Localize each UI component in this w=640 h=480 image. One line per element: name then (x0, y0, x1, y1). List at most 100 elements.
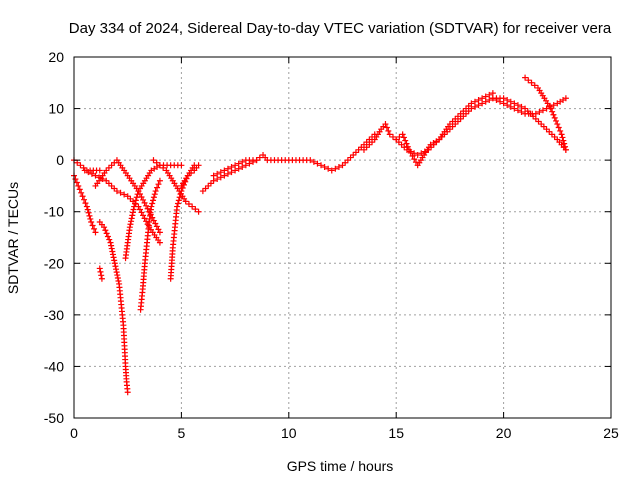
data-point (221, 172, 228, 179)
data-point (407, 148, 414, 155)
data-point (150, 197, 157, 204)
data-point (489, 90, 496, 97)
x-axis-label: GPS time / hours (287, 458, 394, 474)
data-point (386, 131, 393, 138)
data-point (221, 167, 228, 174)
data-point (115, 277, 122, 284)
data-point (97, 268, 104, 275)
data-point (155, 181, 162, 188)
data-point (153, 159, 160, 166)
series-arc-15 (393, 90, 496, 158)
data-point (504, 102, 511, 109)
data-point (321, 164, 328, 171)
data-point (210, 177, 217, 184)
data-point (91, 225, 98, 232)
data-point (75, 182, 82, 189)
data-point (78, 189, 85, 196)
data-point (127, 221, 134, 228)
data-point (562, 143, 569, 150)
series-arc-4 (96, 265, 105, 282)
data-point (507, 103, 514, 110)
data-point (514, 107, 521, 114)
data-point (235, 160, 242, 167)
data-point (500, 100, 507, 107)
data-point (106, 236, 113, 243)
chart-title: Day 334 of 2024, Sidereal Day-to-day VTE… (69, 20, 612, 37)
data-point (178, 162, 185, 169)
data-point (72, 176, 79, 183)
data-point (111, 257, 118, 264)
data-point (479, 95, 486, 102)
data-point (471, 98, 478, 105)
data-point (555, 124, 562, 131)
data-point (314, 160, 321, 167)
data-point (148, 203, 155, 210)
data-point (421, 148, 428, 155)
data-point (192, 206, 199, 213)
data-point (239, 164, 246, 171)
data-point (549, 108, 556, 115)
data-point (107, 239, 114, 246)
data-point (389, 133, 396, 140)
data-point (96, 265, 103, 272)
plot-frame (73, 56, 612, 419)
data-point (550, 102, 557, 109)
data-point (385, 127, 392, 134)
data-point (177, 191, 184, 198)
data-point (468, 100, 475, 107)
data-point (121, 191, 128, 198)
data-point (500, 95, 507, 102)
data-point (328, 167, 335, 174)
data-point (114, 275, 121, 282)
data-point (475, 102, 482, 109)
data-point (98, 272, 105, 279)
data-point (126, 224, 133, 231)
data-point (102, 227, 109, 234)
data-point (551, 114, 558, 121)
data-point (232, 167, 239, 174)
x-tick-label: 10 (281, 425, 297, 441)
data-point (111, 260, 118, 267)
data-point (73, 179, 80, 186)
data-point (242, 162, 249, 169)
data-point (74, 159, 81, 166)
data-point (132, 200, 139, 207)
data-point (174, 200, 181, 207)
data-point (403, 146, 410, 153)
data-point (84, 206, 91, 213)
data-point (475, 96, 482, 103)
series-arc-6 (92, 157, 163, 236)
data-point (511, 100, 518, 107)
data-point (525, 77, 532, 84)
data-point (558, 131, 565, 138)
x-tick-label: 15 (388, 425, 404, 441)
data-point (92, 229, 99, 236)
data-point (174, 203, 181, 210)
data-point (403, 140, 410, 147)
data-point (88, 219, 95, 226)
data-point (486, 91, 493, 98)
data-point (98, 275, 105, 282)
data-point (178, 188, 185, 195)
data-point (85, 169, 92, 176)
data-point (411, 156, 418, 163)
data-point (418, 150, 425, 157)
data-point (514, 102, 521, 109)
data-point (550, 111, 557, 118)
data-point (109, 248, 116, 255)
x-tick-label: 0 (70, 425, 78, 441)
data-point (189, 203, 196, 210)
data-point (235, 165, 242, 172)
data-point (129, 209, 136, 216)
data-point (195, 208, 202, 215)
data-point (81, 196, 88, 203)
y-tick-label: -40 (44, 358, 64, 374)
data-point (124, 389, 131, 396)
data-point (539, 107, 546, 114)
data-point (131, 203, 138, 210)
data-point (399, 131, 406, 138)
data-point (400, 134, 407, 141)
data-point (82, 200, 89, 207)
series-arc-14 (360, 95, 569, 169)
x-tick-label: 20 (496, 425, 512, 441)
